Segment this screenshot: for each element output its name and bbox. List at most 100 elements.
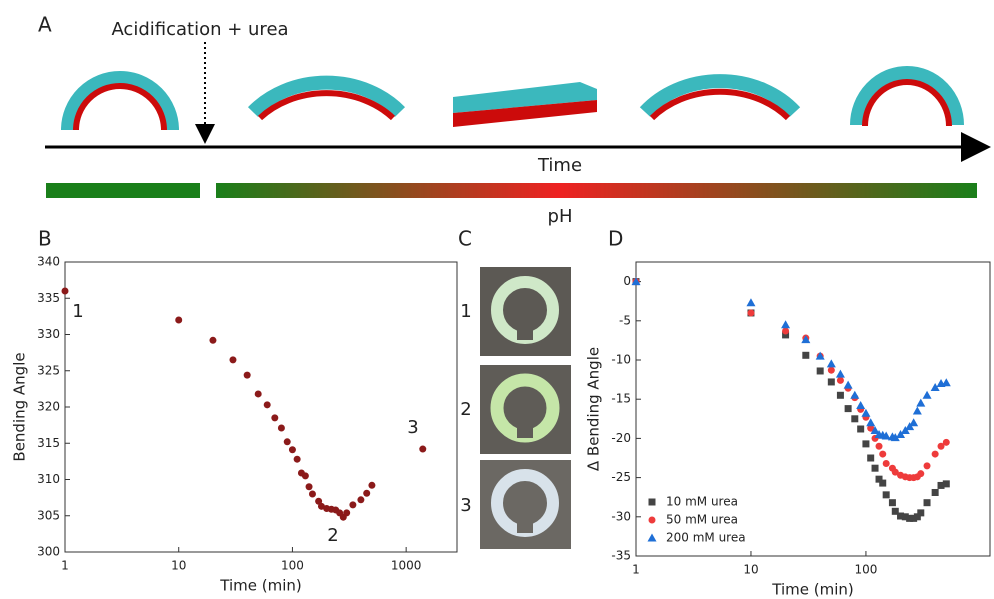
point [917,509,925,517]
point [293,455,301,463]
point [937,481,945,489]
point [782,331,790,339]
point [843,380,853,389]
point [781,320,791,329]
point [897,512,905,520]
panel-label: A [38,13,52,37]
point [922,390,932,399]
y-tick-label: -5 [619,313,631,327]
point [647,533,657,542]
point [277,424,285,432]
ph-bar [46,183,200,198]
point [891,507,899,515]
y-tick-label: -25 [611,470,631,484]
point [882,459,890,467]
panel-label: C [458,227,472,251]
y-tick-label: 335 [37,291,60,305]
panel-label: D [608,227,623,251]
time-label: Time [537,155,582,176]
point [867,424,875,432]
point [301,472,309,480]
point [861,408,871,417]
point [890,433,900,442]
point [419,445,427,453]
event-label: Acidification + urea [111,19,288,40]
photo-label: 2 [460,399,471,420]
point [931,450,939,458]
point [343,509,351,517]
y-axis-title: Bending Angle [11,352,29,461]
point [909,418,919,427]
point [648,498,656,506]
point [942,438,950,446]
plot-frame [635,261,991,557]
point [209,336,217,344]
point [844,405,852,413]
point [254,390,262,398]
point [879,479,887,487]
legend-label: 200 mM urea [666,531,746,545]
point [867,454,875,462]
x-tick-label: 100 [854,563,877,577]
point [363,489,371,497]
point [866,418,876,427]
point [827,366,835,374]
point [349,501,357,509]
y-tick-label: -15 [611,392,631,406]
x-tick-label: 10 [171,559,186,573]
point [308,490,316,498]
point [857,425,865,433]
point [930,382,940,391]
photos [480,267,571,549]
panel-label: B [38,227,52,251]
legend-label: 50 mM urea [666,513,738,527]
point [648,516,656,524]
y-tick-label: 325 [37,363,60,377]
point [836,391,844,399]
annotation: 3 [407,417,418,438]
point [910,514,918,522]
point [875,442,883,450]
flat-strip [453,82,597,113]
y-tick-label: -10 [611,353,631,367]
point [835,369,845,378]
point [888,499,896,507]
y-tick-label: 300 [37,545,60,559]
point [913,513,921,521]
annotation: 2 [327,525,338,546]
point [357,496,365,504]
point [746,298,756,307]
x-tick-label: 1000 [391,559,422,573]
ph-label: pH [548,206,573,227]
point [288,446,296,454]
y-axis-title: Δ Bending Angle [585,347,603,471]
point [263,401,271,409]
point [862,440,870,448]
annotation: 1 [72,301,83,322]
point [851,415,859,423]
y-tick-label: 315 [37,436,60,450]
point [906,514,914,522]
x-tick-label: 100 [281,559,304,573]
point [61,287,69,295]
x-axis-title: Time (min) [219,577,301,595]
point [912,406,922,415]
y-tick-label: 330 [37,327,60,341]
strips [61,66,964,131]
plot-frame [64,261,458,553]
point [875,475,883,483]
point [631,277,641,286]
point [923,462,931,470]
x-tick-label: 1 [632,563,640,577]
x-axis-title: Time (min) [771,581,853,599]
y-tick-label: 305 [37,508,60,522]
y-tick-label: 310 [37,472,60,486]
point [782,327,790,335]
point [891,468,899,476]
point [815,351,825,360]
point [368,481,376,489]
y-tick-label: 340 [37,255,60,269]
point [870,426,880,435]
point [850,390,860,399]
point [923,499,931,507]
